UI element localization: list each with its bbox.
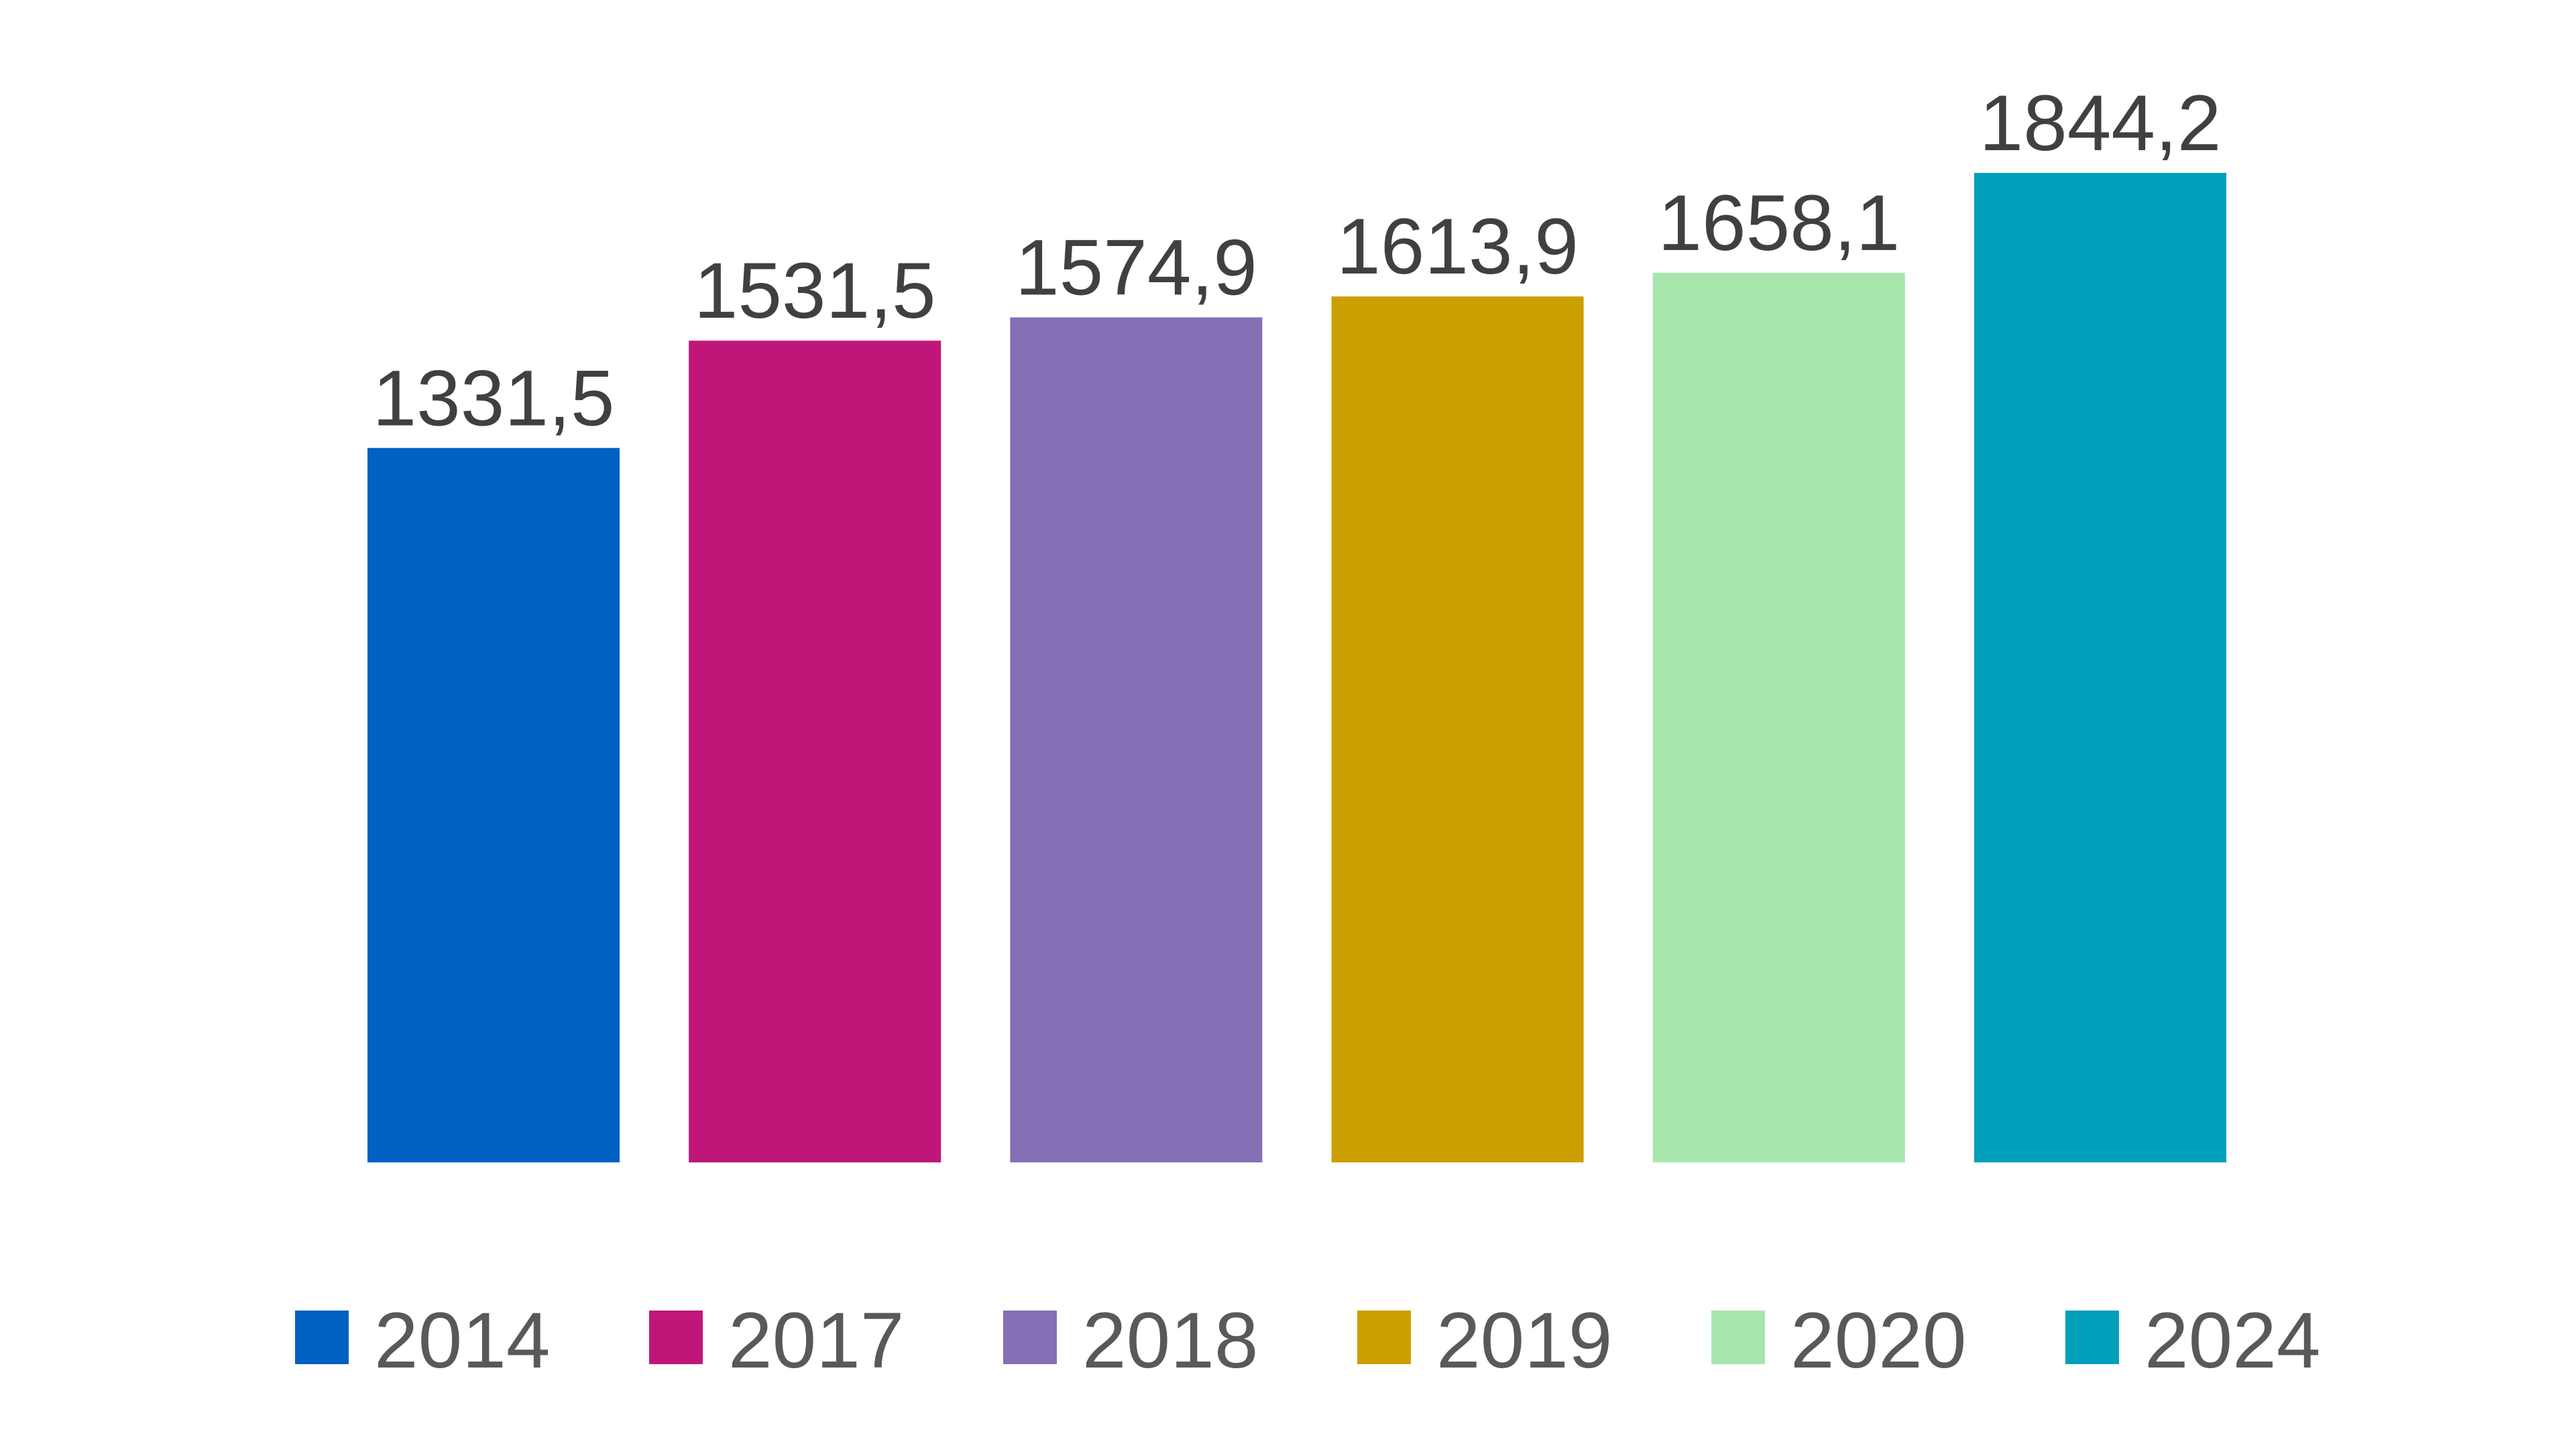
legend-swatch-2018: [1003, 1311, 1057, 1364]
data-label-2020: 1658,1: [1658, 179, 1900, 267]
legend-label-2020: 2020: [1790, 1296, 1967, 1385]
legend-label-2019: 2019: [1436, 1296, 1613, 1385]
data-label-2017: 1531,5: [694, 247, 936, 335]
bar-2024: [1974, 172, 2226, 1162]
legend-swatch-2014: [295, 1311, 349, 1364]
legend-label-2018: 2018: [1082, 1296, 1259, 1385]
data-label-2019: 1613,9: [1336, 202, 1579, 291]
legend-swatch-2020: [1711, 1311, 1765, 1364]
legend-label-2024: 2024: [2144, 1296, 2321, 1385]
legend-swatch-2019: [1357, 1311, 1411, 1364]
legend-label-2014: 2014: [374, 1296, 551, 1385]
bar-2018: [1010, 317, 1263, 1162]
legend-swatch-2024: [2065, 1311, 2119, 1364]
legend-swatch-2017: [649, 1311, 703, 1364]
data-labels-group: 1331,5 1531,5 1574,9 1613,9 1658,1 1844,2: [373, 79, 2222, 442]
data-label-2014: 1331,5: [373, 354, 615, 442]
bars-group: [367, 172, 2226, 1163]
data-label-2024: 1844,2: [1980, 79, 2222, 168]
legend: 2014 2017 2018 2019 2020 2024: [295, 1296, 2321, 1385]
data-label-2018: 1574,9: [1015, 223, 1257, 312]
legend-label-2017: 2017: [728, 1296, 905, 1385]
bar-2019: [1331, 296, 1584, 1163]
bar-2014: [367, 448, 620, 1163]
bar-2020: [1652, 272, 1905, 1163]
bar-2017: [689, 341, 941, 1163]
